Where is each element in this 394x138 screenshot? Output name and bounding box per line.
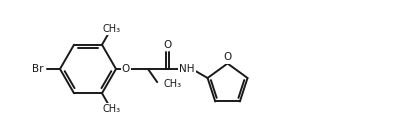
Text: CH₃: CH₃ <box>163 79 181 89</box>
Text: Br: Br <box>32 64 44 74</box>
Text: CH₃: CH₃ <box>102 104 121 114</box>
Text: O: O <box>223 52 232 63</box>
Text: CH₃: CH₃ <box>102 24 121 34</box>
Text: O: O <box>122 64 130 74</box>
Text: NH: NH <box>179 64 195 74</box>
Text: O: O <box>164 40 172 50</box>
